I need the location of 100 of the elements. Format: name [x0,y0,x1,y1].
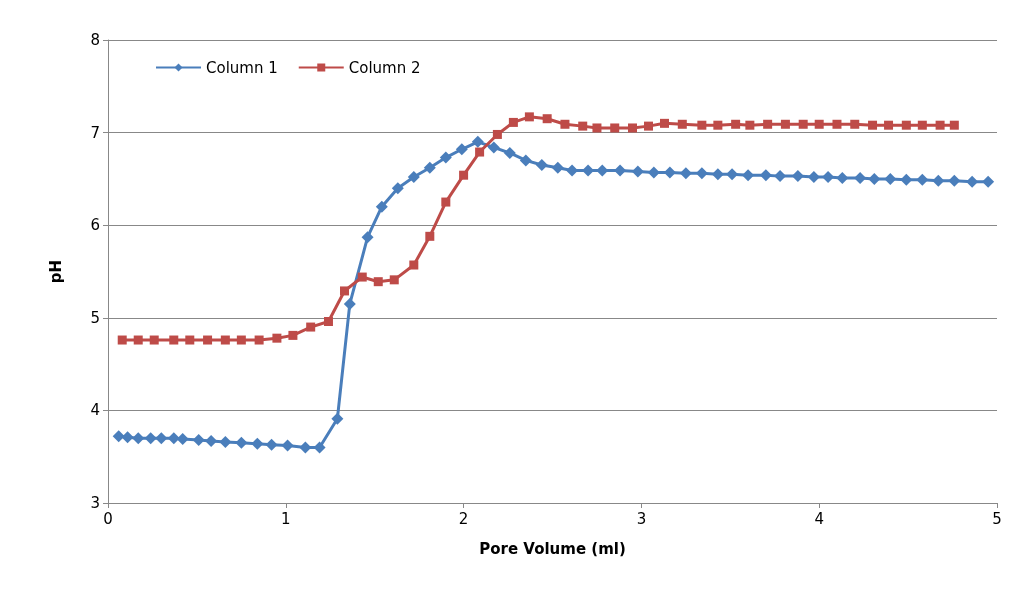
point [391,182,404,195]
point [949,120,959,130]
point [343,297,356,310]
point [144,432,157,445]
point [121,431,134,444]
point [901,120,911,130]
point [932,174,945,187]
point [660,118,670,128]
point [884,172,897,185]
point [306,322,316,332]
point [339,286,349,296]
point [439,151,452,164]
x-tick-label: 3 [636,509,647,528]
point [487,141,500,154]
y-tick-label: 6 [90,216,100,235]
point [542,114,552,124]
point [425,231,435,241]
y-tick-label: 3 [90,494,100,512]
point [475,147,485,157]
point [236,335,246,345]
point [265,438,278,451]
point [503,146,516,159]
point [272,333,282,343]
y-tick-label: 7 [90,123,100,142]
point [235,436,248,449]
point [407,171,420,184]
point [850,119,860,129]
point [409,260,419,270]
point [375,200,388,213]
point [679,167,692,180]
y-axis-title: pH [46,259,65,284]
point [203,335,213,345]
x-tick-label: 0 [103,509,113,528]
point [982,175,995,188]
point [713,120,723,130]
point [628,123,638,133]
point [884,120,894,130]
y-tick-label: 5 [90,308,100,327]
point [441,197,451,207]
point [900,173,913,186]
point [389,275,399,285]
point [288,330,298,340]
y-tick-label: 8 [90,31,100,49]
point [220,335,230,345]
point [614,164,627,177]
point [361,231,374,244]
point [535,159,548,172]
x-axis-title: Pore Volume (ml) [479,539,626,558]
point [631,165,644,178]
x-tick-label: 4 [814,509,824,528]
point [578,121,588,131]
point [132,432,145,445]
point [149,335,159,345]
point [117,335,127,345]
point [868,120,878,130]
point [916,173,929,186]
x-tick-label: 5 [992,509,1002,528]
y-tick-label: 4 [90,401,100,420]
point [731,119,741,129]
point [551,161,564,174]
point [281,439,294,452]
point [697,120,707,130]
point [455,143,468,156]
point [508,117,518,127]
legend-label: Column 1 [206,58,278,77]
point [192,434,205,447]
point [677,119,687,129]
point [471,135,484,148]
point [917,120,927,130]
point [524,112,534,122]
point [423,161,436,174]
point [459,170,469,180]
point [745,120,755,130]
point [948,174,961,187]
point [155,432,168,445]
point [814,119,824,129]
point [644,121,654,131]
point [112,430,125,443]
point [219,435,232,448]
point [492,129,502,139]
point [357,272,367,282]
point [560,119,570,129]
point [935,120,945,130]
point [592,123,602,133]
point [780,119,790,129]
point [711,168,724,181]
point [169,335,179,345]
legend-label: Column 2 [348,58,421,77]
point [331,412,344,425]
point [610,123,620,133]
point [373,277,383,287]
x-tick-label: 2 [458,509,469,528]
point [798,119,808,129]
point [647,166,660,179]
point [185,335,195,345]
x-tick-label: 1 [281,509,291,528]
point [323,317,333,326]
point [133,335,143,345]
point [519,154,532,167]
point [251,437,264,450]
